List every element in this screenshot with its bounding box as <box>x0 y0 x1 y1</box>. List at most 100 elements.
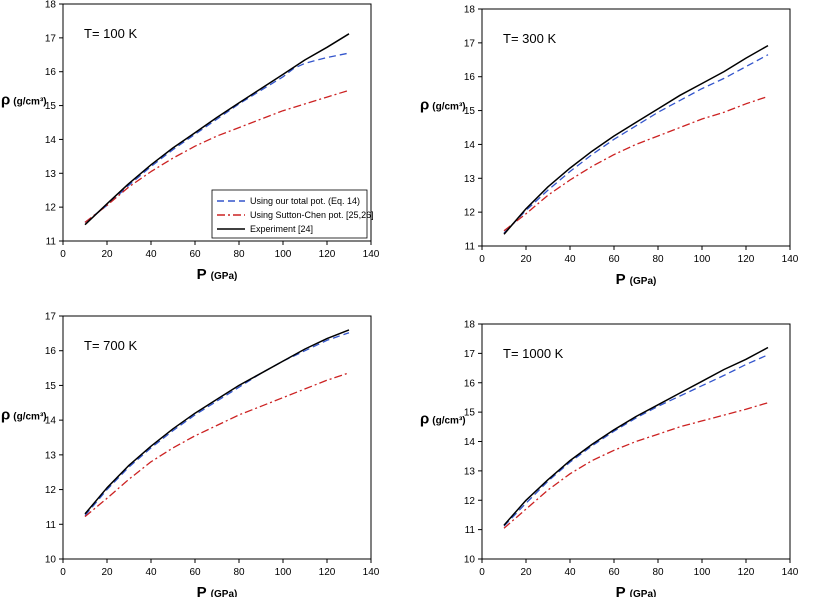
y-tick-label: 16 <box>45 67 57 78</box>
x-tick-label: 140 <box>363 567 380 578</box>
legend-box <box>211 189 368 239</box>
x-axis-symbol: P <box>197 584 207 597</box>
y-axis-label: ρ (g/cm³) <box>1 407 47 424</box>
y-tick-label: 11 <box>46 237 57 248</box>
y-axis-label: ρ (g/cm³) <box>420 97 466 114</box>
x-axis-symbol: P <box>197 266 207 283</box>
y-tick-label: 13 <box>464 466 476 477</box>
plot-frame <box>62 3 372 242</box>
series-line-sc <box>503 95 769 232</box>
y-tick-label: 11 <box>465 525 476 536</box>
x-tick-label: 40 <box>145 249 157 260</box>
x-tick-label: 20 <box>520 254 532 265</box>
y-tick-label: 13 <box>45 169 57 180</box>
y-tick-label: 17 <box>45 33 57 44</box>
y-tick-label: 13 <box>464 174 476 185</box>
y-tick-label: 14 <box>45 135 57 146</box>
y-tick-label: 12 <box>464 208 476 219</box>
x-tick-label: 60 <box>608 254 620 265</box>
x-tick-label: 80 <box>652 254 664 265</box>
series-line-exp <box>503 44 769 235</box>
y-tick-label: 11 <box>46 520 57 531</box>
x-tick-label: 100 <box>694 254 711 265</box>
x-axis-unit: (GPa) <box>211 589 238 597</box>
y-axis-symbol: ρ <box>1 407 10 424</box>
y-tick-label: 10 <box>45 555 57 566</box>
panel-temperature-label: T= 300 K <box>503 31 556 46</box>
y-tick-label: 11 <box>465 242 476 253</box>
series-line-ours <box>84 52 350 223</box>
x-tick-label: 120 <box>738 254 755 265</box>
y-tick-label: 18 <box>45 0 57 11</box>
y-tick-label: 14 <box>464 437 476 448</box>
x-axis-unit: (GPa) <box>630 589 657 597</box>
panel-700k: 0 20 40 60 80 100 120 140 10 11 12 13 14 15 16 17 P (GPa)… <box>1 312 380 602</box>
series-line-exp <box>84 329 350 515</box>
x-tick-label: 0 <box>479 567 485 578</box>
x-tick-label: 20 <box>520 567 532 578</box>
x-axis-unit: (GPa) <box>211 271 238 282</box>
panel-temperature-label: T= 1000 K <box>503 346 564 361</box>
x-tick-label: 60 <box>608 567 620 578</box>
x-tick-label: 0 <box>60 249 66 260</box>
y-tick-label: 17 <box>464 349 476 360</box>
x-tick-label: 120 <box>319 567 336 578</box>
y-axis-symbol: ρ <box>420 97 429 114</box>
x-tick-label: 140 <box>782 254 799 265</box>
panel-1000k: 0 20 40 60 80 100 120 140 10 11 12 13 14 15 16 17 18 P (GP… <box>420 320 799 602</box>
y-axis-unit: (g/cm³) <box>432 416 465 427</box>
y-tick-label: 15 <box>45 381 57 392</box>
y-tick-label: 16 <box>45 346 57 357</box>
x-tick-label: 80 <box>652 567 664 578</box>
x-tick-label: 40 <box>564 254 576 265</box>
y-tick-label: 17 <box>464 38 476 49</box>
x-tick-label: 0 <box>479 254 485 265</box>
y-tick-label: 15 <box>45 101 57 112</box>
series-line-ours <box>84 332 350 517</box>
y-tick-label: 12 <box>464 496 476 507</box>
x-tick-label: 100 <box>275 249 292 260</box>
x-axis-label: P (GPa) <box>616 584 657 597</box>
y-axis-unit: (g/cm³) <box>13 97 46 108</box>
x-tick-label: 120 <box>319 249 336 260</box>
panel-temperature-label: T= 100 K <box>84 26 137 41</box>
y-tick-label: 12 <box>45 485 57 496</box>
plot-frame <box>481 8 791 247</box>
y-tick-label: 18 <box>464 320 476 331</box>
legend-label-sc: Using Sutton-Chen pot. [25,26] <box>250 210 374 220</box>
panel-300k: 0 20 40 60 80 100 120 140 11 12 13 14 15 16 17 18 P (GPa)… <box>420 5 799 289</box>
y-tick-label: 14 <box>464 140 476 151</box>
x-tick-label: 140 <box>363 249 380 260</box>
series-line-exp <box>84 33 350 226</box>
x-axis-symbol: P <box>616 584 626 597</box>
legend: Using our total pot. (Eq. 14) Using Sutto… <box>211 189 374 239</box>
y-tick-label: 10 <box>464 555 476 566</box>
x-tick-label: 40 <box>564 567 576 578</box>
panel-temperature-label: T= 700 K <box>84 338 137 353</box>
y-tick-label: 15 <box>464 408 476 419</box>
y-tick-label: 16 <box>464 378 476 389</box>
y-tick-label: 13 <box>45 450 57 461</box>
series-line-ours <box>503 354 769 527</box>
x-tick-label: 40 <box>145 567 157 578</box>
x-tick-label: 20 <box>101 249 113 260</box>
legend-label-ours: Using our total pot. (Eq. 14) <box>250 196 360 206</box>
x-tick-label: 100 <box>275 567 292 578</box>
x-tick-label: 140 <box>782 567 799 578</box>
x-axis-symbol: P <box>616 271 626 288</box>
series-line-ours <box>503 54 769 234</box>
y-axis-label: ρ (g/cm³) <box>420 411 466 428</box>
y-tick-label: 12 <box>45 203 57 214</box>
y-tick-label: 18 <box>464 5 476 16</box>
x-axis-label: P (GPa) <box>616 271 657 288</box>
x-tick-label: 80 <box>233 249 245 260</box>
x-axis-unit: (GPa) <box>630 276 657 287</box>
y-tick-label: 14 <box>45 416 57 427</box>
series-line-exp <box>503 346 769 526</box>
series-line-sc <box>503 402 769 529</box>
y-tick-label: 16 <box>464 72 476 83</box>
y-axis-symbol: ρ <box>420 411 429 428</box>
panel-100k: 0 20 40 60 80 100 120 140 11 12 13 14 15 16 17 18 P (GPa)… <box>1 0 380 283</box>
